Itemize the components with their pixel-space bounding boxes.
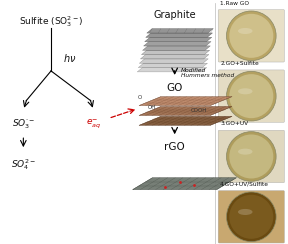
Ellipse shape	[226, 192, 276, 242]
Text: $e_{aq}^{-}$: $e_{aq}^{-}$	[86, 117, 101, 130]
FancyBboxPatch shape	[218, 191, 285, 243]
Ellipse shape	[238, 88, 253, 94]
Text: $SO_3^{\cdot-}$: $SO_3^{\cdot-}$	[12, 117, 35, 131]
Ellipse shape	[229, 14, 273, 58]
Ellipse shape	[226, 11, 276, 61]
Text: Graphite: Graphite	[153, 10, 196, 20]
Polygon shape	[133, 178, 236, 190]
Polygon shape	[139, 116, 232, 125]
Text: OH: OH	[148, 105, 156, 110]
Polygon shape	[145, 37, 212, 42]
Text: GO: GO	[166, 83, 183, 93]
Ellipse shape	[229, 195, 273, 239]
Text: $h\nu$: $h\nu$	[63, 52, 76, 64]
FancyBboxPatch shape	[218, 10, 285, 62]
Ellipse shape	[238, 28, 253, 34]
Polygon shape	[144, 41, 211, 46]
Text: O: O	[138, 95, 142, 100]
Ellipse shape	[229, 74, 273, 118]
Polygon shape	[141, 50, 210, 55]
Polygon shape	[147, 29, 213, 33]
FancyBboxPatch shape	[218, 130, 285, 183]
Ellipse shape	[226, 132, 276, 181]
Polygon shape	[139, 59, 208, 63]
Ellipse shape	[238, 209, 253, 215]
Text: 3.GO+UV: 3.GO+UV	[220, 121, 248, 126]
Polygon shape	[139, 97, 232, 106]
Text: COOH: COOH	[191, 108, 208, 113]
Polygon shape	[139, 107, 232, 115]
Text: 1.Raw GO: 1.Raw GO	[220, 1, 249, 6]
Text: rGO: rGO	[164, 142, 185, 152]
Polygon shape	[138, 63, 208, 68]
Ellipse shape	[229, 134, 273, 179]
Ellipse shape	[238, 149, 253, 155]
Text: 2.GO+Sulfite: 2.GO+Sulfite	[220, 61, 259, 66]
Polygon shape	[140, 54, 209, 59]
FancyBboxPatch shape	[218, 70, 285, 122]
Text: Modified
Hummers method: Modified Hummers method	[181, 68, 234, 78]
Text: $SO_4^{2-}$: $SO_4^{2-}$	[11, 157, 36, 172]
Ellipse shape	[226, 71, 276, 121]
Polygon shape	[143, 46, 210, 50]
Polygon shape	[137, 68, 207, 72]
Text: Sulfite (SO$_3^{2-}$): Sulfite (SO$_3^{2-}$)	[19, 15, 83, 30]
Polygon shape	[146, 33, 213, 37]
Text: 4.GO+UV/Sulfite: 4.GO+UV/Sulfite	[220, 182, 269, 187]
